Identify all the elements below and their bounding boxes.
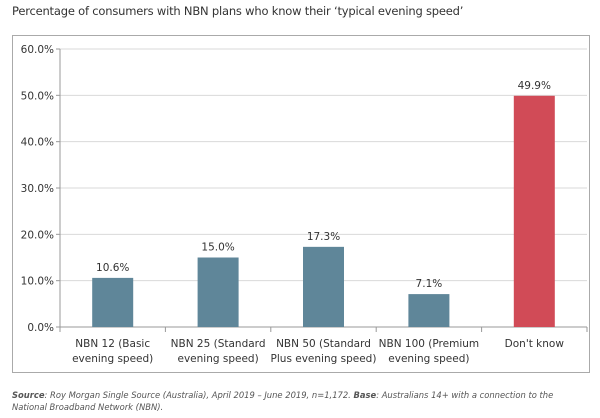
y-tick-label: 0.0% xyxy=(27,322,54,334)
y-tick-label: 10.0% xyxy=(21,276,54,288)
y-tick-label: 50.0% xyxy=(21,90,54,102)
x-tick-label: evening speed) xyxy=(72,353,153,365)
x-tick-label: NBN 100 (Premium xyxy=(379,338,479,350)
bar xyxy=(408,294,450,327)
data-label: 10.6% xyxy=(96,262,129,274)
x-tick-label: Plus evening speed) xyxy=(271,353,377,365)
y-tick-label: 40.0% xyxy=(21,137,54,149)
source-note: Source: Roy Morgan Single Source (Austra… xyxy=(12,389,572,413)
data-label: 15.0% xyxy=(201,242,234,254)
y-tick-label: 60.0% xyxy=(21,44,54,56)
y-tick-label: 30.0% xyxy=(21,183,54,195)
data-label: 17.3% xyxy=(307,231,340,243)
chart-frame xyxy=(12,35,590,373)
data-label: 7.1% xyxy=(416,278,443,290)
source-text: : Roy Morgan Single Source (Australia), … xyxy=(44,390,354,400)
base-text: : Australians 14+ with a connection to t… xyxy=(12,390,554,412)
x-tick-label: evening speed) xyxy=(178,353,259,365)
base-label: Base xyxy=(353,390,377,400)
x-tick-label: evening speed) xyxy=(388,353,469,365)
data-label: 49.9% xyxy=(518,80,551,92)
y-tick-label: 20.0% xyxy=(21,229,54,241)
chart-title: Percentage of consumers with NBN plans w… xyxy=(12,4,464,18)
x-tick-label: NBN 25 (Standard xyxy=(171,338,266,350)
source-label: Source xyxy=(12,390,45,400)
bar xyxy=(303,246,344,327)
bar xyxy=(513,95,555,328)
bar xyxy=(197,257,239,327)
bar xyxy=(92,277,134,327)
x-tick-label: NBN 12 (Basic xyxy=(75,338,150,350)
x-tick-label: Don't know xyxy=(505,338,565,350)
x-tick-label: NBN 50 (Standard xyxy=(276,338,371,350)
